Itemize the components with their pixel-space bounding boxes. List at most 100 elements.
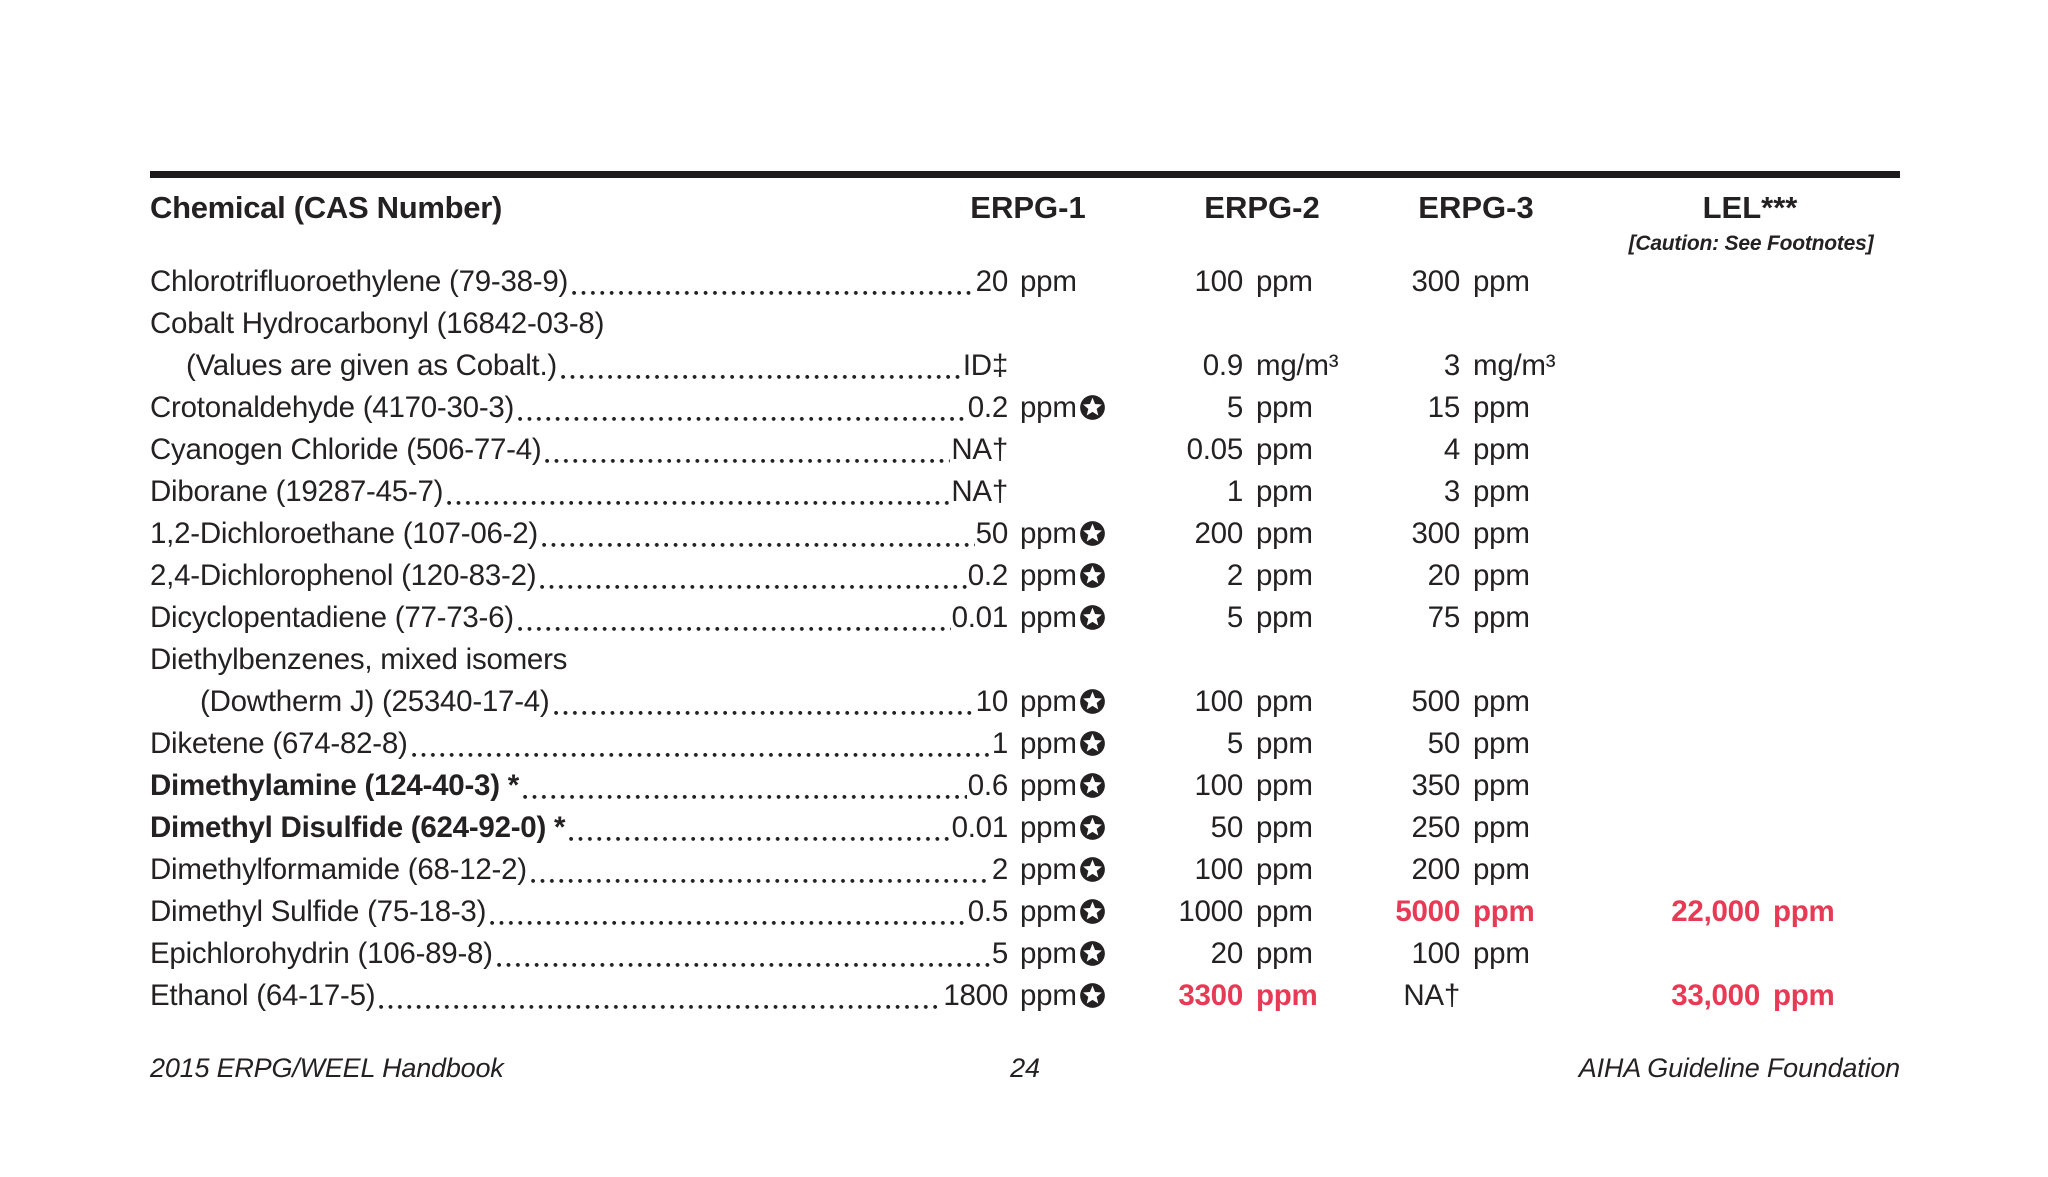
lel-value: 33,000 [1671, 979, 1760, 1012]
erpg2-unit-text: ppm [1256, 811, 1313, 844]
erpg3-unit: ppm [1460, 597, 1550, 639]
erpg2-unit-text: ppm [1256, 559, 1313, 592]
erpg2-value: 2 [1226, 559, 1243, 592]
erpg3-unit-text: ppm [1473, 853, 1530, 886]
circled-star-icon [1077, 895, 1106, 928]
erpg1-value: 50 [975, 517, 1009, 550]
erpg1-unit: ppm [1008, 387, 1110, 429]
erpg2-value: 5 [1226, 391, 1243, 424]
lel-unit-text: ppm [1773, 979, 1835, 1012]
erpg1-value: 5 [991, 937, 1008, 970]
table-row: 2,4-Dichlorophenol (120-83-2) 0.2 ppm 2 ppm 2… [150, 555, 1900, 597]
dotted-leader [572, 290, 975, 296]
chemical-name: (Dowtherm J) (25340-17-4) [200, 685, 550, 718]
table-row: Dimethyl Disulfide (624-92-0) * 0.01 ppm 50… [150, 807, 1900, 849]
erpg2-unit-text: mg/m³ [1256, 349, 1339, 382]
erpg1-value: 1800 [943, 979, 1008, 1012]
erpg1-unit-text: ppm [1020, 937, 1077, 970]
erpg2-unit: ppm [1243, 891, 1330, 933]
chemical-name: Dicyclopentadiene (77-73-6) [150, 601, 514, 634]
erpg1-unit-text: ppm [1020, 265, 1077, 298]
chemical-name: 1,2-Dichloroethane (107-06-2) [150, 517, 538, 550]
erpg1-value: 1 [991, 727, 1008, 760]
erpg2-value: 50 [1210, 811, 1244, 844]
erpg2-unit-text: ppm [1256, 895, 1313, 928]
page-footer: 2015 ERPG/WEEL Handbook 24 AIHA Guidelin… [150, 1053, 1900, 1084]
erpg2-value: 100 [1194, 769, 1244, 802]
erpg2-unit-text: ppm [1256, 727, 1313, 760]
table-row: Diethylbenzenes, mixed isomers [150, 639, 1900, 681]
circled-star-icon [1077, 601, 1106, 634]
dotted-leader [541, 542, 975, 548]
column-header-erpg3-label: ERPG-3 [1418, 190, 1534, 225]
erpg1-unit-text: ppm [1020, 601, 1077, 634]
erpg3-value: 50 [1427, 727, 1461, 760]
erpg3-unit-text: ppm [1473, 727, 1530, 760]
erpg1-unit: ppm [1008, 555, 1110, 597]
table-row: Dicyclopentadiene (77-73-6) 0.01 ppm 5 ppm 75… [150, 597, 1900, 639]
table-top-rule [150, 171, 1900, 178]
chemical-name: Cobalt Hydrocarbonyl (16842-03-8) [150, 307, 605, 340]
erpg2-unit-text: ppm [1256, 517, 1313, 550]
erpg3-unit: ppm [1460, 723, 1550, 765]
erpg2-unit: ppm [1243, 387, 1330, 429]
erpg3-value: 5000 [1395, 895, 1460, 928]
erpg3-value: 350 [1411, 769, 1461, 802]
erpg2-value: 0.9 [1202, 349, 1244, 382]
dotted-leader [379, 1004, 943, 1010]
erpg1-unit: ppm [1008, 891, 1110, 933]
column-header-erpg2: ERPG-2 [1110, 185, 1330, 231]
erpg1-value: NA† [951, 475, 1008, 508]
erpg3-value: NA† [1403, 979, 1460, 1012]
erpg3-unit: ppm [1460, 261, 1550, 303]
erpg3-unit: mg/m³ [1460, 345, 1556, 387]
dotted-leader [553, 710, 975, 716]
circled-star-icon [1077, 727, 1106, 760]
table-row: (Dowtherm J) (25340-17-4) 10 ppm 100 ppm 500 p… [150, 681, 1900, 723]
erpg2-unit: ppm [1243, 555, 1330, 597]
erpg3-unit: ppm [1460, 387, 1550, 429]
erpg3-value: 3 [1443, 349, 1460, 382]
erpg2-unit: mg/m³ [1243, 345, 1339, 387]
table-row: Diketene (674-82-8) 1 ppm 5 ppm 50 ppm [150, 723, 1900, 765]
erpg1-unit: ppm [1008, 849, 1110, 891]
handbook-table: Chemical (CAS Number) ERPG-1 ERPG-2 ERPG… [150, 171, 1900, 1017]
erpg2-unit: ppm [1243, 513, 1330, 555]
erpg2-value: 1 [1226, 475, 1243, 508]
chemical-name: Ethanol (64-17-5) [150, 979, 376, 1012]
erpg1-unit: ppm [1008, 261, 1110, 303]
erpg3-unit-text: ppm [1473, 517, 1530, 550]
erpg2-unit: ppm [1243, 723, 1330, 765]
erpg2-unit-text: ppm [1256, 433, 1313, 466]
dotted-leader [411, 752, 991, 758]
dotted-leader [447, 500, 951, 506]
erpg1-unit-text: ppm [1020, 895, 1077, 928]
table-row: Dimethylamine (124-40-3) * 0.6 ppm 100 ppm 35… [150, 765, 1900, 807]
erpg2-value: 100 [1194, 265, 1244, 298]
erpg2-value: 3300 [1178, 979, 1243, 1012]
table-row: Diborane (19287-45-7) NA† 1 ppm 3 ppm [150, 471, 1900, 513]
circled-star-icon [1077, 853, 1106, 886]
circled-star-icon [1077, 811, 1106, 844]
erpg1-value: NA† [951, 433, 1008, 466]
circled-star-icon [1077, 937, 1106, 970]
dotted-leader [560, 374, 962, 380]
erpg2-unit-text: ppm [1256, 769, 1313, 802]
chemical-name: Dimethylformamide (68-12-2) [150, 853, 527, 886]
erpg3-unit-text: ppm [1473, 601, 1530, 634]
erpg3-unit-text: ppm [1473, 391, 1530, 424]
dotted-leader [540, 584, 967, 590]
erpg1-value: 0.2 [967, 391, 1009, 424]
column-header-erpg2-label: ERPG-2 [1204, 190, 1320, 225]
erpg3-value: 300 [1411, 265, 1461, 298]
table-row: Chlorotrifluoroethylene (79-38-9) 20 ppm 10… [150, 261, 1900, 303]
erpg1-unit-text: ppm [1020, 727, 1077, 760]
footer-page-number: 24 [1010, 1053, 1040, 1083]
erpg1-value: 0.5 [967, 895, 1009, 928]
dotted-leader [522, 794, 967, 800]
erpg2-value: 20 [1210, 937, 1244, 970]
erpg1-unit: ppm [1008, 975, 1110, 1017]
erpg2-value: 100 [1194, 685, 1244, 718]
erpg2-unit-text: ppm [1256, 475, 1313, 508]
erpg1-unit: ppm [1008, 597, 1110, 639]
